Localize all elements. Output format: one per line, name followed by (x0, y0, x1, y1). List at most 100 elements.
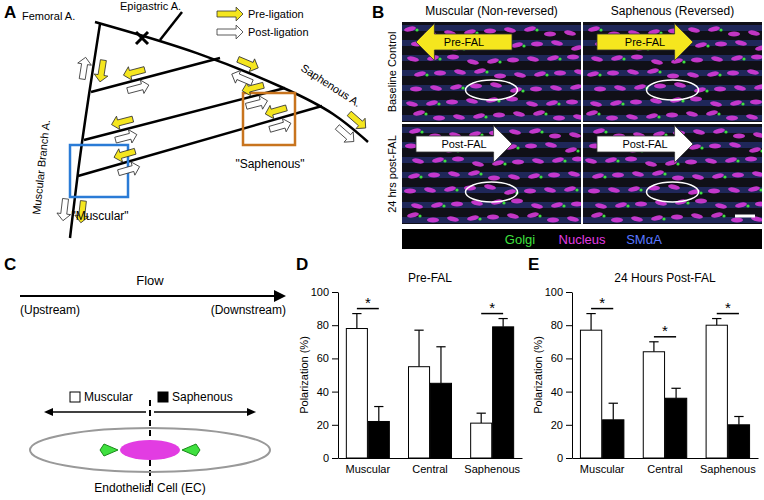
tick-mark (566, 292, 572, 293)
nucleus (688, 26, 701, 33)
nucleus (572, 157, 581, 162)
nucleus (752, 170, 762, 177)
cell (30, 428, 270, 472)
error-cap (609, 403, 618, 404)
golgi (616, 159, 619, 162)
nucleus (406, 100, 419, 107)
error-bar (503, 319, 504, 327)
bar (665, 398, 686, 458)
y-axis: 020406080100 (311, 286, 339, 464)
chart-title: Pre-FAL (408, 271, 452, 285)
nucleus (671, 215, 683, 220)
tick-label: 80 (317, 319, 329, 331)
tick-mark (332, 392, 338, 393)
arrow (416, 126, 512, 163)
nucleus (525, 144, 537, 149)
nucleus (594, 87, 606, 92)
nucleus (468, 169, 481, 176)
nucleus (551, 201, 564, 208)
nucleus (512, 160, 524, 165)
nucleus (571, 202, 581, 207)
smooth-muscle (402, 115, 581, 121)
tick-mark (332, 325, 338, 326)
tick: Saphenous (700, 458, 756, 475)
nucleus (691, 212, 704, 219)
nucleus (707, 70, 720, 77)
arrow (114, 128, 139, 147)
golgi (479, 172, 482, 175)
nucleus (404, 25, 417, 32)
nucleus (487, 57, 500, 64)
tick-label: Saphenous (700, 463, 756, 475)
nucleus (434, 71, 446, 76)
nucleus (444, 185, 457, 192)
stain-label: Nucleus (559, 232, 606, 247)
error-cap (649, 341, 658, 342)
nucleus (574, 68, 581, 75)
golgi (741, 102, 744, 105)
nucleus (408, 172, 421, 179)
bar (706, 325, 727, 458)
bar (346, 329, 367, 458)
nucleus (407, 211, 420, 218)
golgi (563, 159, 566, 162)
nucleus (405, 144, 417, 149)
tick: 40 (551, 386, 572, 398)
golgi (576, 149, 579, 152)
bar (493, 327, 514, 458)
arrow (597, 126, 693, 163)
column-header: Muscular (Non-reversed) (425, 4, 558, 18)
golgi (540, 130, 543, 133)
nucleus (748, 185, 761, 192)
significance: * (365, 294, 371, 311)
arrow (263, 101, 288, 120)
golgi (100, 444, 118, 456)
golgi (626, 204, 629, 207)
nucleus (120, 440, 180, 460)
nucleus (470, 84, 482, 89)
nucleus (746, 113, 759, 120)
golgi (676, 162, 679, 165)
nucleus (526, 100, 539, 107)
nucleus (608, 186, 621, 193)
nucleus (545, 141, 558, 148)
nucleus (494, 74, 506, 79)
significance: * (725, 299, 731, 316)
nucleus (446, 100, 458, 105)
golgi (485, 70, 488, 73)
golgi (182, 444, 200, 456)
arrow (229, 68, 255, 89)
nucleus (595, 202, 608, 209)
tick-label: 20 (317, 419, 329, 431)
error-bar (481, 413, 482, 423)
nucleus (733, 134, 745, 139)
golgi (662, 217, 665, 220)
nucleus (751, 55, 762, 60)
nucleus (404, 189, 416, 194)
golgi (562, 204, 565, 207)
image-bg (402, 22, 581, 122)
stain-label: SMαA (626, 232, 662, 247)
nucleus (715, 202, 728, 209)
significance: * (599, 294, 605, 311)
golgi (717, 112, 720, 115)
direction-head (44, 408, 53, 416)
arrow (416, 24, 512, 61)
nucleus (549, 134, 561, 139)
golgi (539, 175, 542, 178)
golgi (442, 204, 445, 207)
bar-chart: 020406080100MuscularCentralSaphenous***2… (532, 271, 759, 475)
arrow (117, 160, 142, 179)
golgi (502, 201, 505, 204)
smooth-muscle (583, 127, 762, 133)
nucleus (534, 70, 547, 77)
nucleus (514, 71, 527, 78)
nucleus (569, 131, 581, 138)
stain-label: Golgi (505, 232, 535, 247)
nucleus (547, 54, 560, 61)
panel-b: Muscular (Non-reversed)Saphenous (Revers… (386, 4, 764, 249)
error-bar (675, 388, 676, 398)
error-cap (671, 388, 680, 389)
nucleus (645, 160, 658, 167)
error-cap (414, 330, 423, 331)
